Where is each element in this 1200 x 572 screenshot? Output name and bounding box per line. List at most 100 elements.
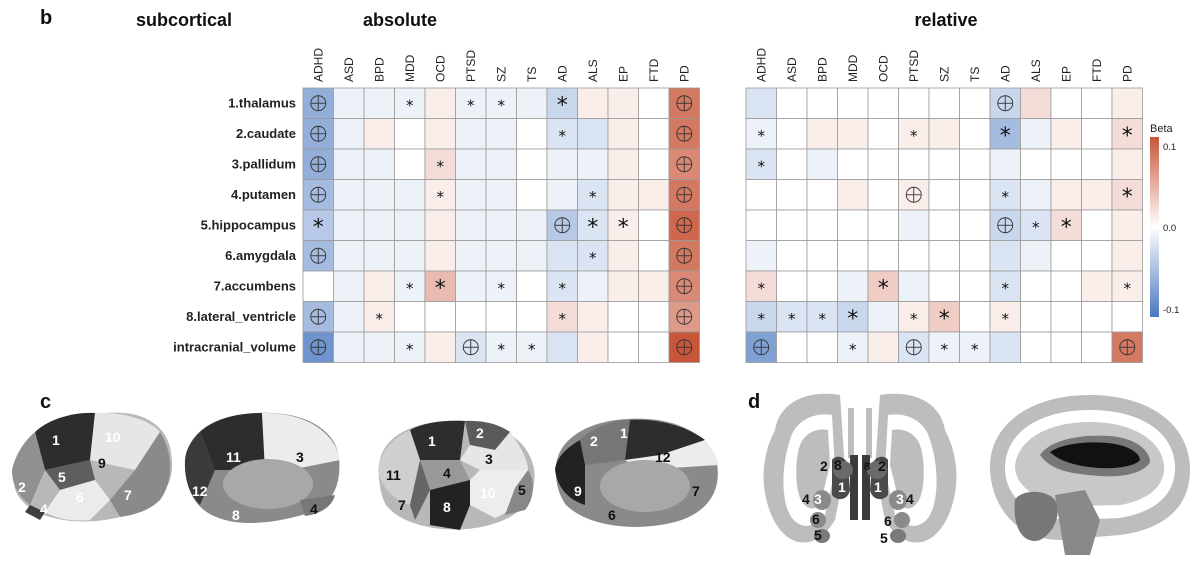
lateral-right-label-3: 3 (485, 451, 493, 467)
heatmap-cell-absolute (546, 179, 578, 211)
column-label-absolute: PD (677, 65, 691, 82)
heatmap-cell-absolute (363, 118, 395, 150)
heatmap-cell-relative (1081, 87, 1113, 119)
medial-right-label-7: 7 (692, 483, 700, 499)
heatmap-cell-relative (806, 118, 838, 150)
heatmap-cell-relative (867, 179, 899, 211)
heatmap-cell-absolute (363, 209, 395, 241)
heatmap-cell-relative (1020, 118, 1052, 150)
heatmap-cell-relative (776, 148, 808, 180)
brain-lateral-left: 1 10 9 5 2 6 7 4 (12, 411, 174, 523)
significance-star: * (406, 96, 414, 114)
coronal-label-1-left: 1 (838, 479, 846, 495)
crossed-circle-marker (310, 95, 327, 112)
heatmap-cell-relative (1081, 179, 1113, 211)
lateral-left-label-5: 5 (58, 469, 66, 485)
lateral-right-label-8: 8 (443, 499, 451, 515)
heatmap-cell-relative (1020, 331, 1052, 363)
heatmap-cell-absolute (333, 331, 365, 363)
medial-right-label-12: 12 (655, 449, 671, 465)
heatmap-cell-absolute (516, 270, 548, 302)
medial-right-label-9: 9 (574, 483, 582, 499)
heatmap-cell-relative (1050, 209, 1082, 241)
heatmap-cell-absolute (424, 209, 456, 241)
lateral-right-label-2: 2 (476, 425, 484, 441)
heatmap-cell-relative (806, 179, 838, 211)
heatmap-cell-absolute (607, 331, 639, 363)
significance-star: * (1000, 124, 1011, 149)
heatmap-cell-relative (837, 270, 869, 302)
crossed-circle-marker (310, 247, 327, 264)
significance-star: * (498, 96, 506, 114)
heatmap-cell-absolute (302, 270, 334, 302)
lateral-left-label-4: 4 (40, 501, 48, 517)
heatmap-cell-relative (1111, 179, 1143, 211)
colorbar-tick-min: -0.1 (1163, 305, 1179, 316)
medial-right-label-6: 6 (608, 507, 616, 523)
heatmap-cell-relative (928, 270, 960, 302)
crossed-circle-marker (753, 339, 770, 356)
heatmap-cell-relative (806, 87, 838, 119)
heatmap-cell-relative (745, 240, 777, 272)
significance-star: * (313, 215, 324, 240)
row-label: 5.hippocampus (201, 217, 296, 232)
heatmap-cell-relative (1050, 331, 1082, 363)
significance-star: * (435, 276, 446, 301)
heatmap-cell-relative (1081, 118, 1113, 150)
heatmap-cell-absolute (485, 270, 517, 302)
heatmap-cell-relative (745, 301, 777, 333)
heatmap-cell-absolute (424, 118, 456, 150)
significance-star: * (406, 340, 414, 358)
coronal-label-8-left: 8 (834, 457, 842, 473)
heatmap-cell-relative (806, 331, 838, 363)
heatmap-cell-absolute (577, 331, 609, 363)
heatmap-cell-absolute (638, 209, 670, 241)
lateral-right-label-10: 10 (480, 485, 496, 501)
heatmap-cell-absolute (607, 148, 639, 180)
heatmap-cell-relative (806, 240, 838, 272)
heatmap-cell-absolute (455, 301, 487, 333)
significance-star: * (849, 340, 857, 358)
heatmap-cell-absolute (516, 240, 548, 272)
significance-star: * (847, 307, 858, 332)
heatmap-cell-absolute (668, 331, 700, 363)
heatmap-cell-relative (1050, 148, 1082, 180)
heatmap-cell-absolute (577, 118, 609, 150)
significance-star: * (559, 310, 567, 328)
heatmap-cell-relative (1111, 87, 1143, 119)
significance-star: * (758, 310, 766, 328)
heatmap-cell-relative (1020, 209, 1052, 241)
heatmap-cell-absolute (424, 179, 456, 211)
heatmap-cell-absolute (516, 118, 548, 150)
coronal-label-3-left: 3 (814, 491, 822, 507)
heatmap-cell-absolute (546, 148, 578, 180)
crossed-circle-marker (310, 308, 327, 325)
heatmap-cell-relative (776, 118, 808, 150)
significance-star: * (1002, 188, 1010, 206)
heatmap-cell-relative (867, 148, 899, 180)
significance-star: * (1032, 218, 1040, 236)
heatmap-cell-absolute (333, 240, 365, 272)
crossed-circle-marker (676, 278, 693, 295)
column-label-relative: BPD (815, 57, 829, 82)
heatmap-cell-absolute (455, 240, 487, 272)
heatmap-cell-absolute (607, 179, 639, 211)
heatmap-cell-relative (1050, 270, 1082, 302)
lateral-right-label-7: 7 (398, 497, 406, 513)
medial-left-label-4: 4 (310, 501, 318, 517)
heatmap-cell-absolute (333, 270, 365, 302)
heatmap-cell-relative (776, 240, 808, 272)
heatmap-cell-absolute (516, 209, 548, 241)
significance-star: * (559, 279, 567, 297)
heatmap-cell-relative (1050, 240, 1082, 272)
significance-star: * (406, 279, 414, 297)
heatmap-cell-relative (928, 209, 960, 241)
heatmap-cell-relative (959, 209, 991, 241)
heatmap-cell-absolute (485, 118, 517, 150)
heatmap-cell-absolute (455, 148, 487, 180)
coronal-label-6-left: 6 (812, 511, 820, 527)
row-label: 7.accumbens (214, 278, 296, 293)
heatmap-cell-absolute (546, 270, 578, 302)
column-label-relative: MDD (846, 54, 860, 82)
heatmap-cell-relative (1020, 270, 1052, 302)
